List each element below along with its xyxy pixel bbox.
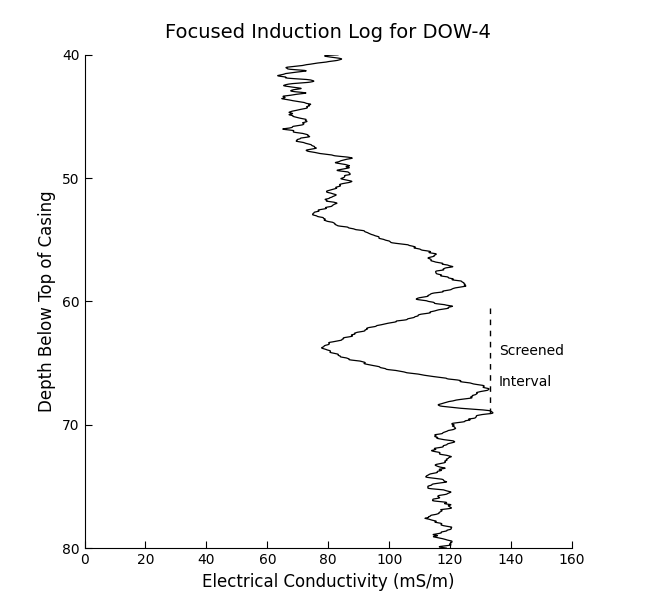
X-axis label: Electrical Conductivity (mS/m): Electrical Conductivity (mS/m) xyxy=(202,572,454,591)
Text: Screened: Screened xyxy=(499,344,564,357)
Text: Interval: Interval xyxy=(499,375,552,389)
Y-axis label: Depth Below Top of Casing: Depth Below Top of Casing xyxy=(38,191,57,412)
Title: Focused Induction Log for DOW-4: Focused Induction Log for DOW-4 xyxy=(165,23,491,42)
